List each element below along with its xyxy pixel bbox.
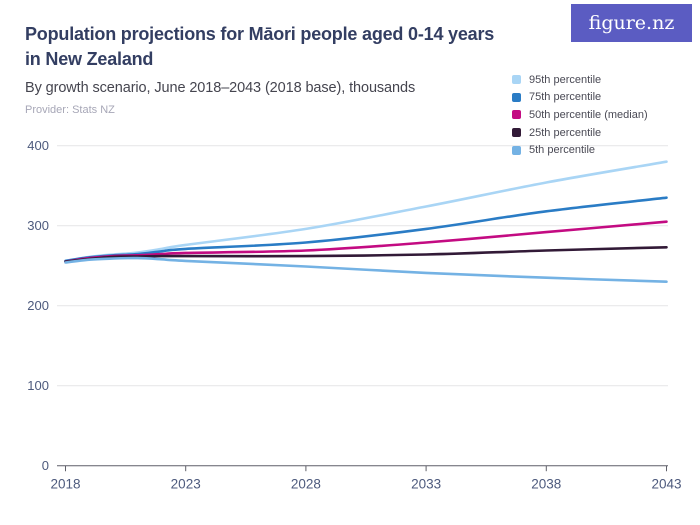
legend-label: 75th percentile	[529, 91, 602, 104]
legend-swatch-icon	[512, 110, 521, 120]
x-axis-tick-label: 2023	[171, 477, 201, 492]
x-axis-tick-label: 2038	[531, 477, 561, 492]
figure-nz-logo[interactable]: figure.nz	[571, 4, 692, 42]
legend-swatch-icon	[512, 92, 521, 102]
legend-item-95th-percentile: 95th percentile	[512, 71, 648, 89]
legend-label: 25th percentile	[529, 126, 602, 139]
x-axis-tick-label: 2043	[651, 477, 681, 492]
legend-swatch-icon	[512, 145, 521, 155]
legend-item-5th-percentile: 5th percentile	[512, 141, 648, 159]
y-axis-tick-label: 400	[27, 138, 49, 153]
y-axis-tick-label: 100	[27, 378, 49, 393]
legend-label: 50th percentile (median)	[529, 108, 648, 121]
legend-item-75th-percentile: 75th percentile	[512, 89, 648, 107]
y-axis-tick-label: 300	[27, 218, 49, 233]
legend-item-50th-percentile-median-: 50th percentile (median)	[512, 106, 648, 124]
legend-swatch-icon	[512, 128, 521, 138]
chart-header: Population projections for Māori people …	[25, 22, 545, 116]
x-axis-tick-label: 2028	[291, 477, 321, 492]
chart-legend: 95th percentile 75th percentile 50th perce…	[512, 71, 648, 159]
legend-label: 5th percentile	[529, 144, 596, 157]
chart-line-25th-percentile	[64, 246, 668, 263]
x-axis-tick-label: 2033	[411, 477, 441, 492]
x-axis-tick-label: 2018	[50, 477, 80, 492]
legend-label: 95th percentile	[529, 73, 602, 86]
title-line-1: Population projections for Māori people …	[25, 24, 495, 44]
chart-line-5th-percentile	[64, 256, 668, 283]
page-title: Population projections for Māori people …	[25, 22, 545, 72]
legend-item-25th-percentile: 25th percentile	[512, 124, 648, 142]
provider-label: Provider: Stats NZ	[25, 103, 115, 116]
y-axis-tick-label: 200	[27, 298, 49, 313]
chart-subtitle: By growth scenario, June 2018–2043 (2018…	[25, 79, 416, 96]
title-line-2: in New Zealand	[25, 48, 154, 69]
y-axis-tick-label: 0	[42, 458, 49, 473]
legend-swatch-icon	[512, 75, 521, 85]
